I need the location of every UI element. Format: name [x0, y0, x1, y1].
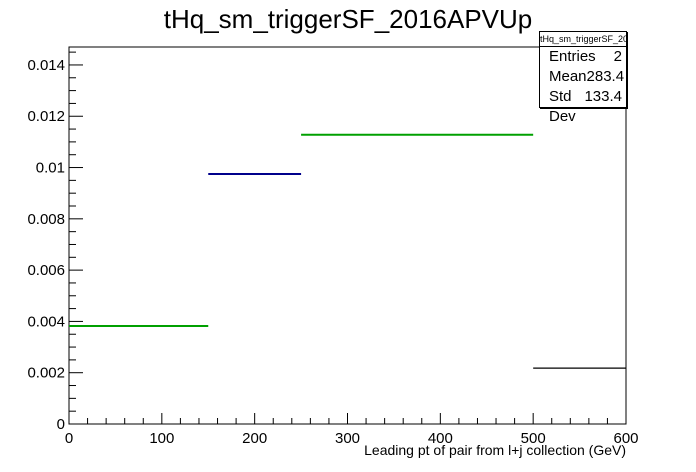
x-axis-label: Leading pt of pair from l+j collection (… [364, 442, 626, 458]
x-tick-label: 100 [149, 430, 174, 447]
x-tick-label: 0 [65, 430, 73, 447]
stats-value: 133.4 [584, 88, 622, 105]
stats-value: 283.4 [586, 68, 625, 85]
y-tick-label: 0.012 [27, 108, 65, 125]
x-axis: 0 100 200 300 400 500 600 [65, 413, 639, 447]
x-tick-label: 400 [428, 430, 453, 447]
stats-box: tHq_sm_triggerSF_2016APVUp Entries 2 Mea… [539, 31, 627, 125]
chart-title: tHq_sm_triggerSF_2016APVUp [163, 4, 533, 34]
x-tick-label: 600 [613, 430, 638, 447]
x-tick-label: 500 [521, 430, 546, 447]
y-tick-label: 0.014 [27, 57, 65, 74]
histogram-bins [69, 133, 626, 369]
stats-row-mean: Mean 283.4 [540, 67, 626, 87]
stats-box-title: tHq_sm_triggerSF_2016APVUp [540, 32, 626, 47]
stats-value: 2 [613, 48, 622, 65]
stats-label: Entries [549, 48, 596, 65]
x-tick-label: 300 [335, 430, 360, 447]
stats-row-entries: Entries 2 [540, 47, 626, 67]
y-tick-label: 0.004 [27, 313, 65, 330]
y-tick-label: 0.01 [36, 160, 65, 177]
x-tick-label: 200 [242, 430, 267, 447]
y-axis: 0 0.002 0.004 0.006 0.008 0.01 0.012 0.014 [27, 51, 83, 433]
stats-label: Std Dev [549, 88, 576, 125]
y-tick-label: 0.006 [27, 262, 65, 279]
stats-label: Mean [549, 68, 587, 85]
y-tick-label: 0.008 [27, 211, 65, 228]
y-tick-label: 0 [57, 416, 65, 433]
stats-row-std-dev: Std Dev 133.4 [540, 87, 626, 125]
y-tick-label: 0.002 [27, 365, 65, 382]
